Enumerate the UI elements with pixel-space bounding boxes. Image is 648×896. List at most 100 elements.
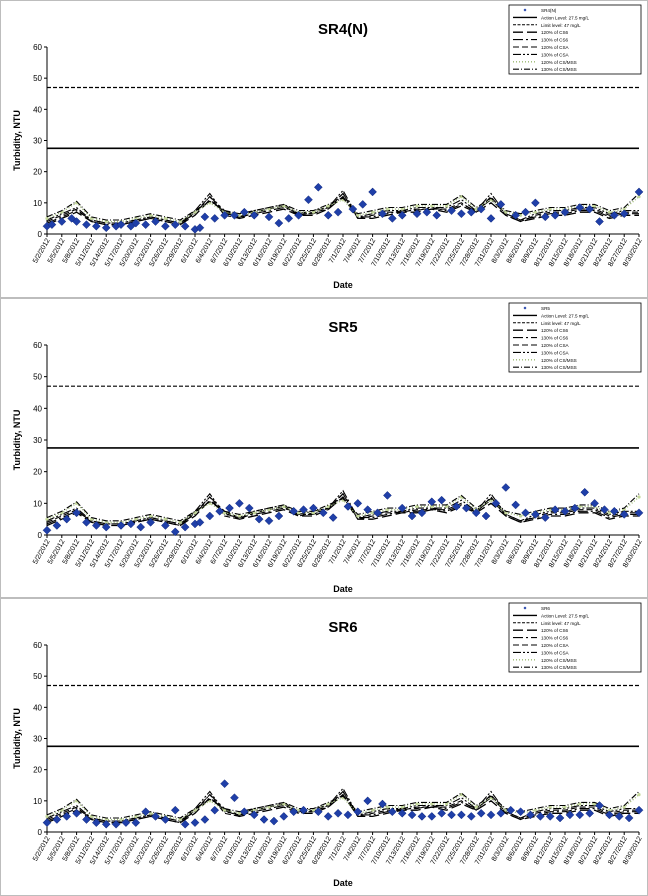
series-marker [119,817,123,822]
data-point [624,813,634,823]
data-point [220,779,229,789]
series-marker [297,808,301,812]
data-point [279,812,289,821]
series-line-4 [46,787,639,822]
series-marker [282,504,286,509]
y-tick-label: 20 [33,468,42,477]
series-marker [104,219,108,224]
data-point [72,217,81,226]
data-point [486,810,496,820]
data-point [289,506,299,516]
series-marker [252,511,256,515]
data-point [570,503,580,513]
series-marker [193,210,197,214]
y-tick-label: 30 [33,137,42,146]
data-point [531,510,540,519]
y-axis-label: Turbidity, NTU [12,410,22,471]
data-point [486,214,496,223]
data-point [116,220,126,230]
y-tick-label: 30 [33,436,42,445]
data-point [383,491,392,500]
data-point [170,805,180,815]
data-point [407,810,417,820]
legend-label: 130% of CS6 [541,336,569,341]
y-tick-label: 60 [33,641,42,650]
data-point [333,207,343,217]
series-marker [297,511,301,515]
data-point [313,182,323,192]
data-point [595,217,604,226]
data-point [619,510,629,519]
data-point [289,807,299,817]
data-point [491,498,501,508]
series-marker [326,204,330,208]
data-point [328,513,338,522]
series-marker [519,514,523,518]
series-marker [282,802,286,806]
data-point [609,210,619,220]
y-tick-label: 10 [33,797,42,806]
data-point [560,506,570,516]
data-point [343,810,353,820]
series-marker [45,814,49,819]
chart-panel-sr6: SR6 0 10 20 30 40 50 60 Turbidity, NTU 5/2/2012 5/… [0,598,648,896]
data-point [585,808,595,818]
series-marker [637,495,641,499]
data-point [476,808,486,818]
series-marker [193,808,197,812]
series-marker [104,817,108,822]
series-line-4 [46,189,639,224]
data-point [614,812,624,821]
legend-label: 130% of CS/MSS [541,365,577,370]
data-point [595,801,604,810]
series-marker [637,793,641,797]
data-point [180,522,190,532]
data-point [412,209,422,219]
series-marker [371,511,375,515]
series-marker [237,811,241,815]
data-point [161,221,170,231]
y-tick-label: 10 [33,499,42,508]
data-point [476,204,486,214]
series-marker [134,517,138,521]
data-point [605,810,614,820]
data-point [62,514,72,524]
data-point [511,500,521,510]
y-tick-label: 60 [33,43,42,52]
data-point [151,217,160,226]
data-point [575,203,585,212]
data-point [585,204,595,214]
data-point [42,818,52,828]
series-marker [430,504,434,509]
series-marker [223,808,227,812]
data-point [323,812,333,821]
data-point [432,210,442,220]
series-marker [178,219,182,224]
data-point [249,210,259,220]
series-marker [163,216,167,221]
data-point [161,521,170,530]
data-point [447,206,456,215]
data-point [299,505,308,515]
data-point [521,508,530,518]
series-marker [504,210,508,214]
data-point [397,503,407,513]
data-point [511,210,521,220]
series-marker [149,213,153,217]
data-point [284,214,294,223]
data-point [274,218,284,228]
data-point [82,815,91,824]
data-point [540,212,550,222]
y-tick-label: 50 [33,373,42,382]
series-marker [415,504,419,509]
legend-label: 130% of CS/MSS [541,67,577,72]
series-marker [326,802,330,806]
series-marker [430,802,434,806]
chart-title: SR4(N) [318,21,368,38]
legend-label: 130% of CS/MSS [541,665,577,670]
data-point [239,207,249,217]
series-marker [578,802,582,806]
series-marker [445,504,449,509]
data-point [230,793,239,803]
data-point [373,508,382,518]
